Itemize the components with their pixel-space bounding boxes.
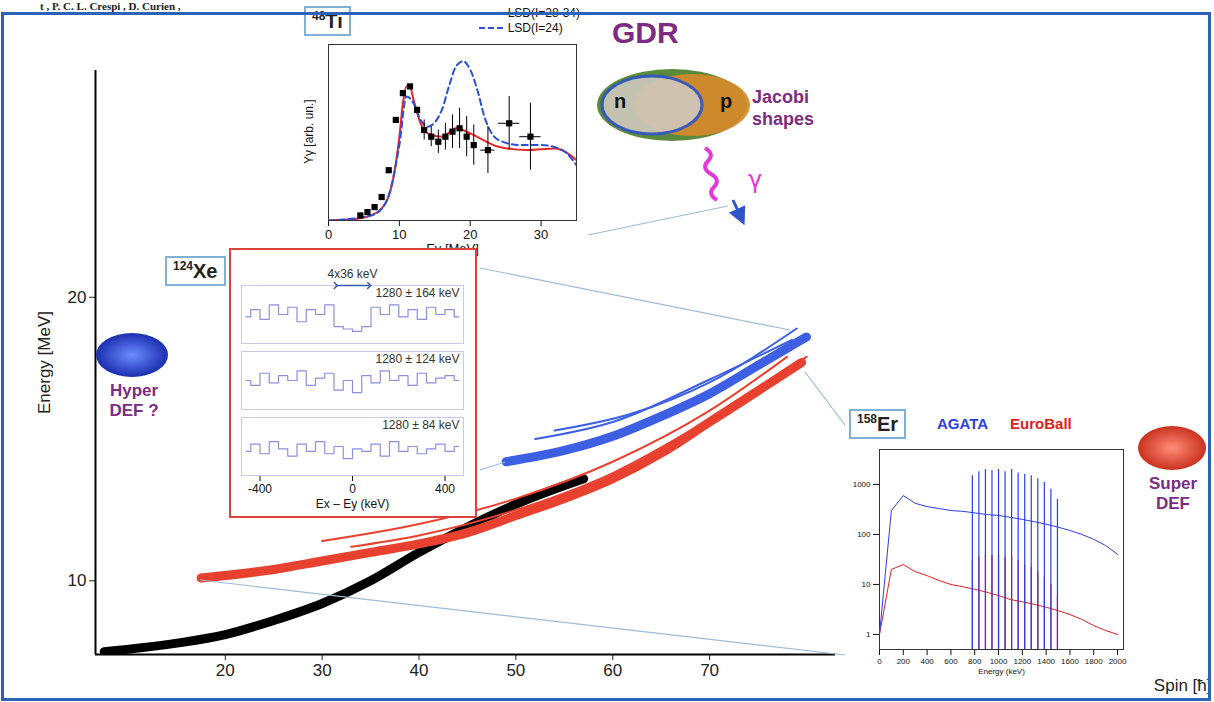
svg-text:1600: 1600 <box>1061 657 1079 666</box>
svg-text:600: 600 <box>944 657 958 666</box>
svg-text:60: 60 <box>603 661 622 680</box>
svg-text:1000: 1000 <box>990 657 1008 666</box>
svg-text:1280 ± 164 keV: 1280 ± 164 keV <box>376 286 460 300</box>
svg-text:0: 0 <box>877 657 882 666</box>
html-text:GDR: GDR <box>612 16 679 49</box>
html-text:t , P. C. L. Crespi , D. Curie: t , P. C. L. Crespi , D. Curien , <box>40 0 181 12</box>
html-text:124Xe: 124Xe <box>173 259 218 282</box>
svg-text:-400: -400 <box>248 482 272 496</box>
svg-text:1280 ± 124 keV: 1280 ± 124 keV <box>376 352 460 366</box>
svg-text:200: 200 <box>897 657 911 666</box>
svg-text:10: 10 <box>392 227 406 242</box>
svg-text:Spin [ħ]: Spin [ħ] <box>1154 676 1212 695</box>
svg-text:30: 30 <box>534 227 548 242</box>
svg-text:2000: 2000 <box>1109 657 1127 666</box>
svg-text:400: 400 <box>920 657 934 666</box>
html-text:LSD(I=28-34): LSD(I=28-34) <box>507 5 580 20</box>
svg-text:Ex – Ey (keV): Ex – Ey (keV) <box>316 497 389 511</box>
html-text:158Er: 158Er <box>857 412 899 435</box>
html-text:Super DEF: Super DEF <box>1148 474 1198 513</box>
html-text:γ: γ <box>748 166 763 194</box>
html-text:p: p <box>720 90 733 112</box>
html-text:48Ti: 48Ti <box>312 9 343 32</box>
html-text:Hyper DEF ?: Hyper DEF ? <box>109 381 159 420</box>
svg-text:1400: 1400 <box>1037 657 1055 666</box>
html-text:Yγ [arb. un.]: Yγ [arb. un.] <box>302 99 316 165</box>
svg-text:50: 50 <box>506 661 525 680</box>
svg-text:0: 0 <box>325 227 332 242</box>
html-text:LSD(I=24): LSD(I=24) <box>507 20 563 35</box>
svg-text:70: 70 <box>700 661 719 680</box>
svg-text:1200: 1200 <box>1013 657 1031 666</box>
svg-text:10: 10 <box>862 580 871 589</box>
svg-text:0: 0 <box>349 482 356 496</box>
svg-text:10: 10 <box>68 571 87 590</box>
svg-text:1: 1 <box>866 630 871 639</box>
svg-text:20: 20 <box>463 227 477 242</box>
svg-text:30: 30 <box>313 661 332 680</box>
svg-text:100: 100 <box>857 530 871 539</box>
svg-text:4x36 keV: 4x36 keV <box>327 267 377 281</box>
html-text:n: n <box>614 90 627 112</box>
svg-text:400: 400 <box>435 482 455 496</box>
svg-text:800: 800 <box>968 657 982 666</box>
svg-text:Energy (keV): Energy (keV) <box>978 667 1025 676</box>
svg-text:20: 20 <box>68 288 87 307</box>
html-text:Jacobi shapes: Jacobi shapes <box>752 87 814 129</box>
svg-text:1280 ± 84 keV: 1280 ± 84 keV <box>382 418 459 432</box>
svg-text:Energy [MeV]: Energy [MeV] <box>35 311 54 414</box>
html-text:AGATA: AGATA <box>937 415 989 432</box>
svg-text:40: 40 <box>410 661 429 680</box>
svg-text:1800: 1800 <box>1085 657 1103 666</box>
html-text:EuroBall: EuroBall <box>1010 415 1072 432</box>
svg-text:1000: 1000 <box>853 480 871 489</box>
svg-text:20: 20 <box>216 661 235 680</box>
